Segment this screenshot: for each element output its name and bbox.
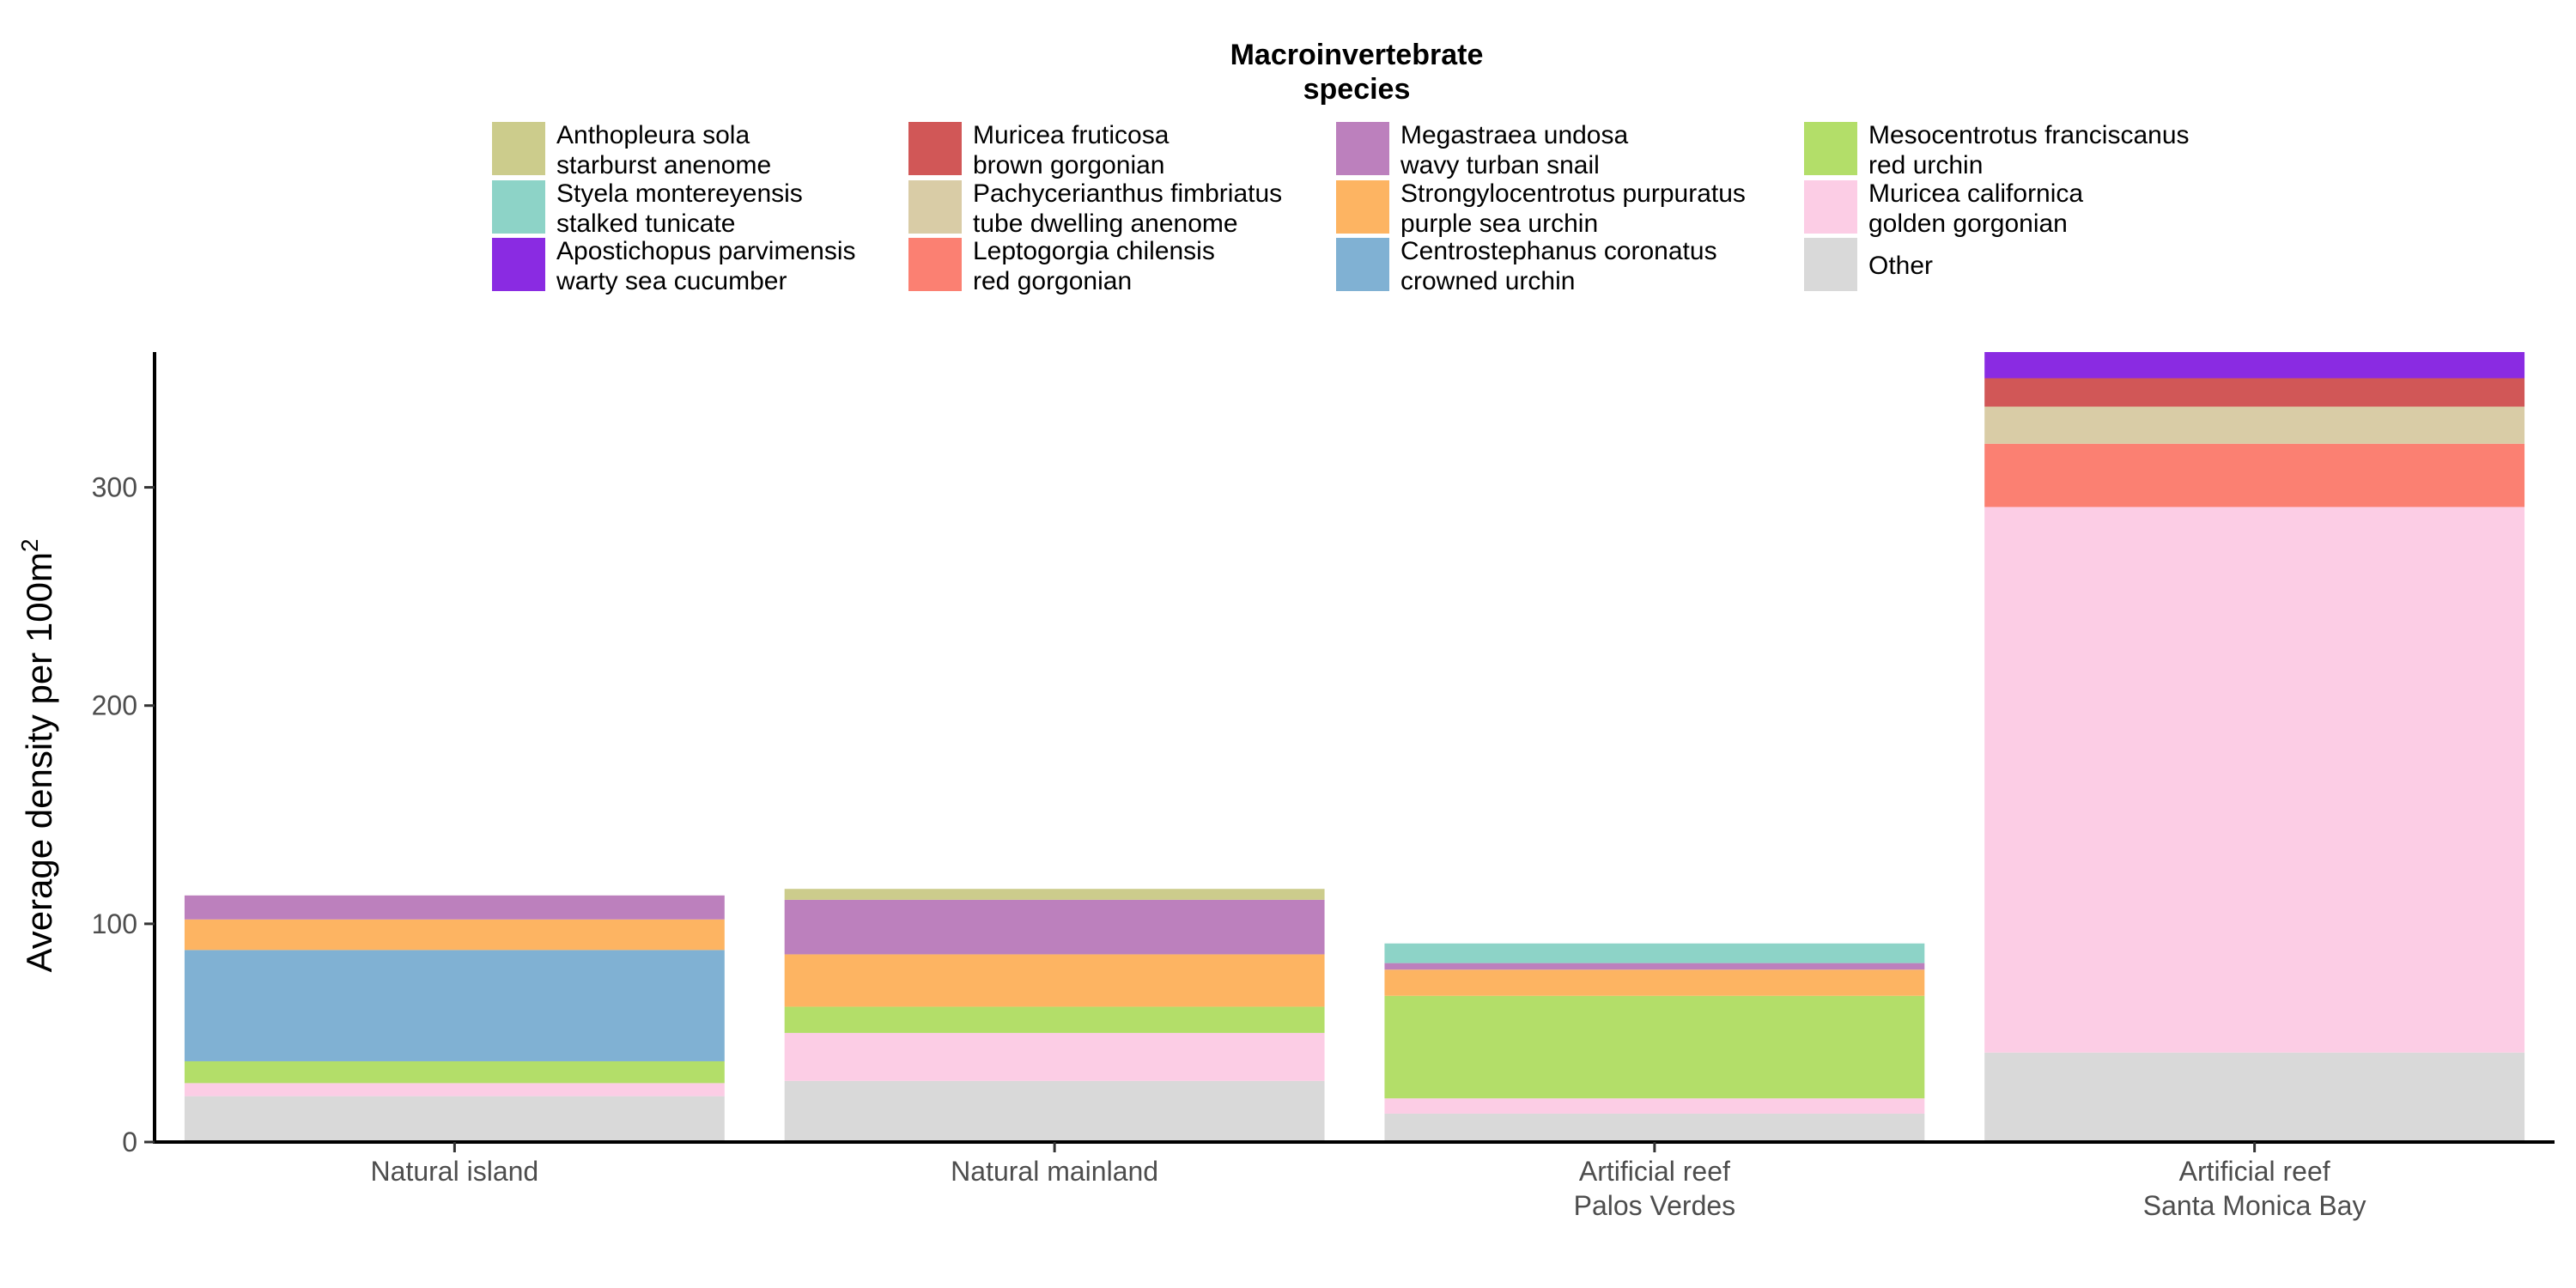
legend-key-leptogorgia-chilensis (908, 238, 962, 291)
y-tick-label: 0 (122, 1127, 137, 1157)
legend-label-styela-montereyensis: Styela montereyensis stalked tunicate (556, 179, 803, 238)
legend-key-other (1804, 238, 1857, 291)
bar-segment-artificial-reef-palos-verdes-megastraea-undosa (1384, 963, 1925, 970)
x-tick-label: Natural mainland (951, 1156, 1158, 1187)
legend-label-strongylocentrotus-purpuratus: Strongylocentrotus purpuratus purple sea … (1400, 179, 1746, 238)
legend-label-leptogorgia-chilensis: Leptogorgia chilensis red gorgonian (973, 237, 1215, 295)
legend-key-muricea-californica (1804, 180, 1857, 234)
legend-label-mesocentrotus-franciscanus: Mesocentrotus franciscanus red urchin (1868, 121, 2190, 179)
bar-segment-artificial-reef-santa-monica-bay-apostichopus-parvimensis (1984, 352, 2525, 379)
y-tick-label: 300 (92, 472, 137, 503)
bar-segment-artificial-reef-santa-monica-bay-muricea-fruticosa (1984, 378, 2525, 407)
bar-segment-artificial-reef-palos-verdes-muricea-californica (1384, 1098, 1925, 1114)
bar-segment-artificial-reef-santa-monica-bay-leptogorgia-chilensis (1984, 443, 2525, 507)
bar-segment-natural-mainland-strongylocentrotus-purpuratus (784, 954, 1325, 1007)
bar-segment-artificial-reef-palos-verdes-styela-montereyensis (1384, 943, 1925, 963)
bar-segment-natural-island-megastraea-undosa (184, 895, 725, 920)
bar-segment-artificial-reef-santa-monica-bay-pachycerianthus-fimbriatus (1984, 406, 2525, 444)
bar-segment-natural-island-other (184, 1096, 725, 1142)
legend-label-centrostephanus-coronatus: Centrostephanus coronatus crowned urchin (1400, 237, 1717, 295)
bar-segment-artificial-reef-santa-monica-bay-other (1984, 1052, 2525, 1142)
bar-segment-natural-mainland-other (784, 1080, 1325, 1142)
bar-segment-natural-island-strongylocentrotus-purpuratus (184, 919, 725, 951)
bar-segment-natural-mainland-anthopleura-sola (784, 889, 1325, 900)
legend-label-pachycerianthus-fimbriatus: Pachycerianthus fimbriatus tube dwelling … (973, 179, 1282, 238)
bar-segment-natural-island-centrostephanus-coronatus (184, 950, 725, 1061)
x-tick-label: Artificial reef Palos Verdes (1574, 1156, 1736, 1221)
legend-label-megastraea-undosa: Megastraea undosa wavy turban snail (1400, 121, 1628, 179)
legend-label-muricea-californica: Muricea californica golden gorgonian (1868, 179, 2083, 238)
bar-segment-artificial-reef-palos-verdes-mesocentrotus-franciscanus (1384, 995, 1925, 1099)
y-tick-label: 200 (92, 690, 137, 721)
bar-segment-artificial-reef-palos-verdes-strongylocentrotus-purpuratus (1384, 969, 1925, 996)
legend-key-muricea-fruticosa (908, 122, 962, 175)
legend-key-centrostephanus-coronatus (1336, 238, 1389, 291)
legend-key-apostichopus-parvimensis (492, 238, 545, 291)
legend: Macroinvertebrate species Anthopleura sol… (492, 39, 2190, 295)
bar-segment-natural-mainland-muricea-californica (784, 1032, 1325, 1081)
legend-label-apostichopus-parvimensis: Apostichopus parvimensis warty sea cucumb… (556, 237, 856, 295)
bar-segment-natural-island-mesocentrotus-franciscanus (184, 1060, 725, 1084)
legend-label-other: Other (1868, 252, 1933, 280)
legend-key-anthopleura-sola (492, 122, 545, 175)
bar-segment-natural-mainland-mesocentrotus-franciscanus (784, 1006, 1325, 1033)
bar-segment-natural-island-muricea-californica (184, 1083, 725, 1097)
legend-label-anthopleura-sola: Anthopleura sola starburst anenome (556, 121, 771, 179)
bar-segment-natural-mainland-megastraea-undosa (784, 899, 1325, 955)
bar-segment-artificial-reef-santa-monica-bay-muricea-californica (1984, 507, 2525, 1053)
legend-key-strongylocentrotus-purpuratus (1336, 180, 1389, 234)
legend-key-pachycerianthus-fimbriatus (908, 180, 962, 234)
legend-label-muricea-fruticosa: Muricea fruticosa brown gorgonian (973, 121, 1170, 179)
y-tick-label: 100 (92, 908, 137, 939)
bars (184, 352, 2525, 1142)
x-tick-label: Artificial reef Santa Monica Bay (2143, 1156, 2366, 1221)
bar-segment-artificial-reef-palos-verdes-other (1384, 1113, 1925, 1142)
legend-key-megastraea-undosa (1336, 122, 1389, 175)
legend-key-mesocentrotus-franciscanus (1804, 122, 1857, 175)
axes: 0 100 200 300 Natural island Natural mainland… (92, 352, 2555, 1221)
y-axis-label: Average density per 100m2 (16, 538, 59, 972)
x-tick-label: Natural island (371, 1156, 539, 1187)
legend-key-styela-montereyensis (492, 180, 545, 234)
legend-title: Macroinvertebrate species (1230, 39, 1484, 106)
